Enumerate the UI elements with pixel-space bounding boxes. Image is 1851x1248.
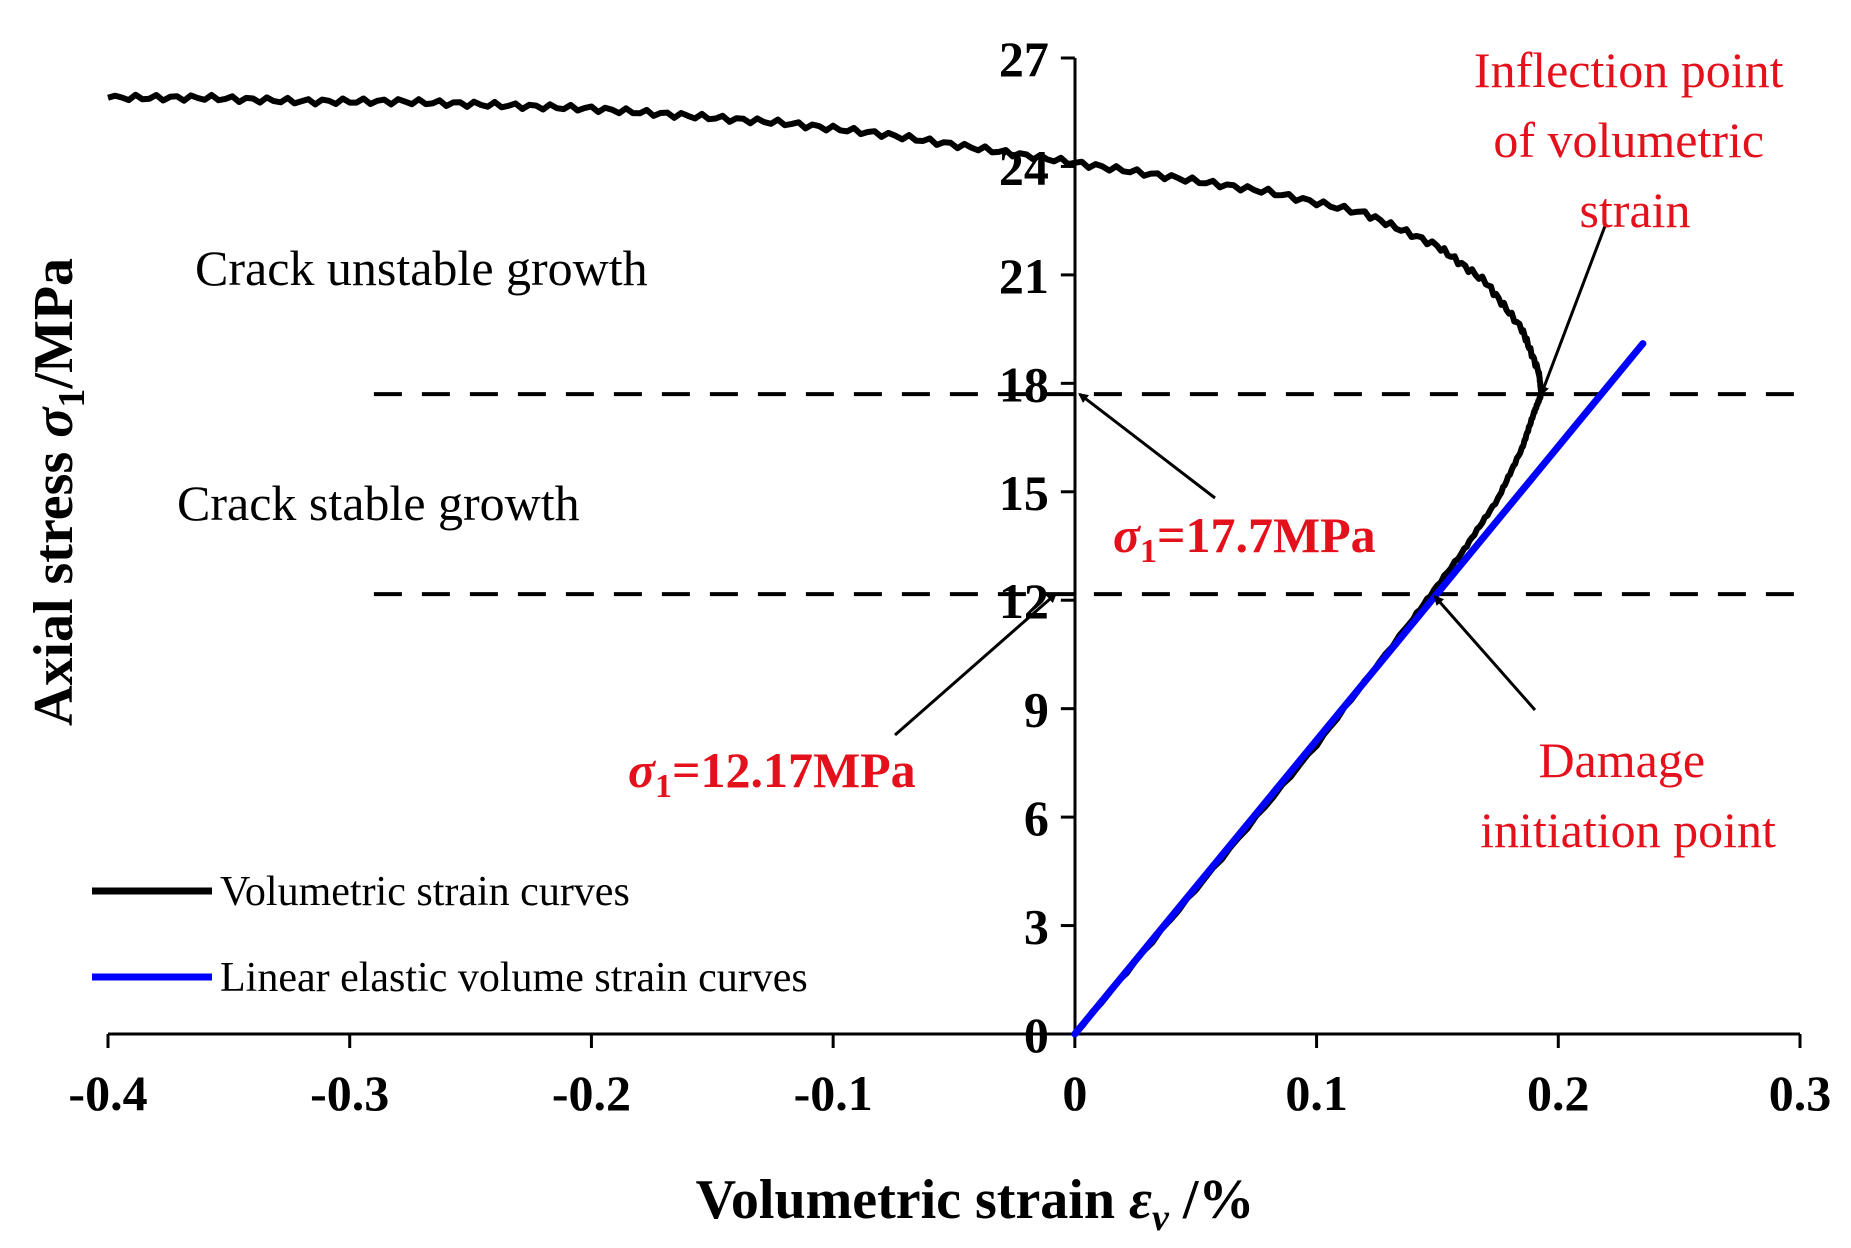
y-axis-title-subscript: 1: [51, 389, 93, 408]
x-axis-title-symbol: ε: [1129, 1169, 1152, 1231]
y-axis-title-prefix: Axial stress: [23, 438, 85, 726]
x-tick-label: 0.3: [1769, 1065, 1832, 1121]
sigma-17-7-arrow: [1078, 392, 1216, 500]
sigma-12-17-label: σ1=12.17MPa: [628, 742, 916, 805]
y-axis-title-symbol: σ: [23, 406, 85, 438]
x-tick-label: 0: [1062, 1065, 1087, 1121]
inflection-label: Inflection point of volumetric strain: [1474, 42, 1796, 238]
series-linear-elastic-curve: [1071, 340, 1647, 1038]
y-axis-title-suffix: /MPa: [23, 258, 85, 390]
inflection-label-line-3: strain: [1579, 182, 1690, 238]
damage-label-line-2: initiation point: [1480, 802, 1776, 858]
x-tick-label: -0.4: [68, 1065, 147, 1121]
x-axis-title-prefix: Volumetric strain: [696, 1169, 1129, 1231]
x-axis-title: Volumetric strain εv /%: [696, 1169, 1255, 1239]
series-volumetric-strain-curve: [107, 91, 1545, 1037]
y-tick-label: 18: [999, 356, 1049, 412]
y-tick-label: 6: [1024, 790, 1049, 846]
x-tick-label: -0.2: [552, 1065, 631, 1121]
x-axis-title-suffix: /%: [1169, 1169, 1255, 1231]
sigma-12-17-value: =12.17MPa: [672, 742, 916, 798]
y-tick-label: 27: [999, 31, 1049, 87]
damage-label-line-1: Damage: [1538, 732, 1705, 788]
y-axis-title: Axial stress σ1/MPa: [23, 258, 93, 726]
sigma-17-7-subscript: 1: [1140, 533, 1157, 570]
y-tick-label: 0: [1024, 1007, 1049, 1063]
sigma-12-17-subscript: 1: [655, 768, 672, 805]
y-tick-label: 21: [999, 248, 1049, 304]
inflection-label-line-2: of volumetric: [1493, 112, 1764, 168]
sigma-17-7-symbol: σ: [1113, 507, 1142, 563]
sigma-17-7-value: =17.7MPa: [1157, 507, 1376, 563]
x-ticks: -0.4 -0.3 -0.2 -0.1 0 0.1 0.2 0.3: [68, 1034, 1831, 1121]
inflection-label-line-1: Inflection point: [1474, 42, 1784, 98]
inflection-arrow: [1539, 225, 1607, 397]
y-tick-label: 3: [1024, 899, 1049, 955]
crack-unstable-growth-label: Crack unstable growth: [195, 240, 648, 296]
x-tick-label: 0.2: [1527, 1065, 1590, 1121]
sigma-12-17-symbol: σ: [628, 742, 657, 798]
sigma-17-7-label: σ1=17.7MPa: [1113, 507, 1376, 570]
legend-label-volumetric: Volumetric strain curves: [220, 869, 630, 915]
sigma-12-17-arrow: [894, 592, 1058, 737]
legend: Volumetric strain curves Linear elastic …: [92, 869, 808, 1001]
x-tick-label: -0.1: [794, 1065, 873, 1121]
x-axis-title-subscript: v: [1152, 1197, 1170, 1239]
damage-arrow: [1433, 595, 1537, 711]
damage-label: Damage initiation point: [1480, 732, 1776, 858]
legend-label-linear: Linear elastic volume strain curves: [220, 955, 808, 1001]
crack-stable-growth-label: Crack stable growth: [177, 475, 580, 531]
x-tick-label: 0.1: [1285, 1065, 1348, 1121]
y-tick-label: 9: [1024, 682, 1049, 738]
y-tick-label: 15: [999, 465, 1049, 521]
x-tick-label: -0.3: [310, 1065, 389, 1121]
